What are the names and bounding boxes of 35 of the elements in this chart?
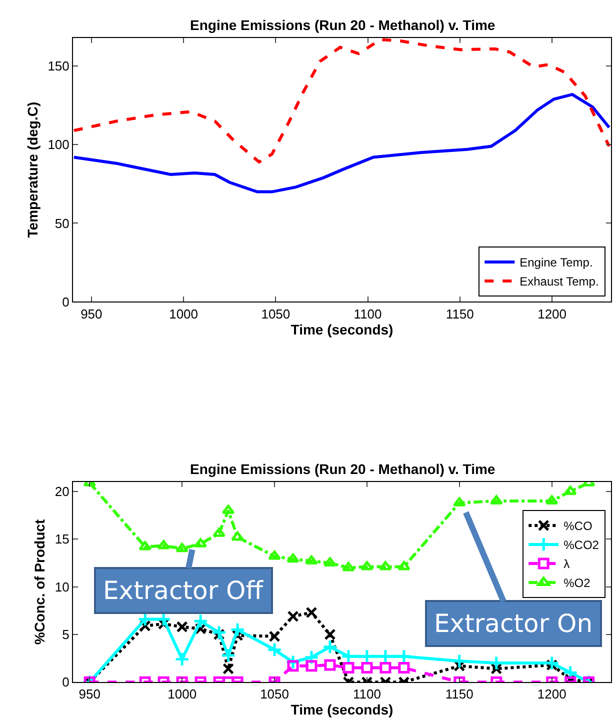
x-tick-label: 1150: [446, 306, 474, 322]
y-tick-label: 10: [54, 579, 70, 594]
x-tick-label: 1200: [537, 686, 566, 702]
annotation: Extractor On: [434, 609, 593, 638]
y-axis-title: Temperature (deg.C): [24, 102, 40, 238]
chart-title: Engine Emissions (Run 20 - Methanol) v. Time: [190, 461, 496, 477]
y-axis-title: %Conc. of Product: [32, 519, 48, 645]
x-tick-label: 1000: [168, 686, 197, 702]
legend-label: Exhaust Temp.: [520, 274, 599, 289]
legend-label: Engine Temp.: [520, 256, 593, 270]
y-tick-label: 0: [62, 294, 70, 310]
y-tick-label: 0: [62, 674, 70, 690]
legend-label: %CO2: [564, 538, 600, 552]
x-tick-label: 950: [78, 686, 100, 702]
x-tick-label: 1100: [354, 306, 382, 322]
y-tick-label: 100: [48, 137, 70, 152]
x-axis-title: Time (seconds): [290, 321, 394, 338]
legend-label: %O2: [564, 576, 591, 590]
x-tick-label: 1200: [538, 306, 566, 322]
x-tick-label: 950: [80, 306, 102, 322]
x-axis-title: Time (seconds): [290, 702, 394, 718]
x-tick-label: 1050: [260, 686, 289, 702]
y-tick-label: 50: [54, 216, 70, 231]
y-tick-label: 20: [54, 484, 70, 499]
x-tick-label: 1000: [169, 306, 198, 322]
y-tick-label: 5: [62, 626, 70, 642]
x-tick-label: 1050: [261, 306, 290, 322]
chart-title: Engine Emissions (Run 20 - Methanol) v. Time: [190, 17, 496, 33]
x-tick-label: 1100: [352, 686, 381, 702]
legend-label: λ: [564, 557, 570, 572]
y-tick-label: 15: [54, 532, 70, 547]
annotation: Extractor Off: [103, 576, 264, 605]
y-tick-label: 150: [48, 58, 70, 74]
legend-label: %CO: [564, 519, 592, 534]
x-tick-label: 1150: [445, 686, 474, 702]
